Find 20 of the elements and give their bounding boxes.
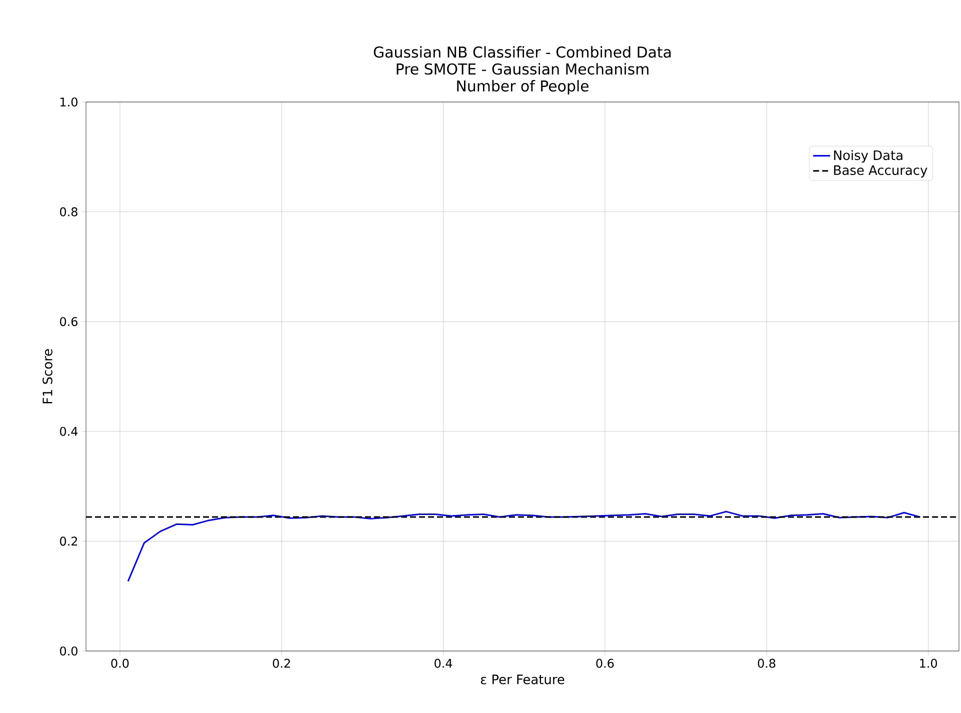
y-tick-label: 1.0 — [60, 97, 78, 107]
y-tick-label: 0.0 — [60, 646, 78, 656]
chart-subtitle: Pre SMOTE - Gaussian Mechanism — [396, 63, 648, 75]
y-tick-label: 0.6 — [60, 317, 78, 326]
x-tick-label: 1.0 — [920, 658, 938, 668]
y-axis-title: F1 Score — [42, 349, 52, 404]
y-tick-label: 0.8 — [60, 207, 78, 216]
legend-label: Noisy Data — [834, 150, 902, 163]
x-tick-label: 0.8 — [758, 658, 776, 668]
y-tick-label: 0.4 — [60, 426, 78, 436]
x-tick-label: 0.2 — [272, 658, 290, 668]
y-tick-label: 0.2 — [60, 536, 78, 546]
x-tick-label: 0.4 — [434, 658, 452, 668]
chart-title: Gaussian NB Classifier - Combined Data — [374, 46, 671, 58]
line-series — [127, 510, 921, 582]
x-tick-label: 0.6 — [596, 658, 614, 668]
x-axis-title: ε Per Feature — [480, 674, 564, 684]
text: Number of People — [457, 80, 589, 94]
x-tick-label: 0.0 — [111, 658, 129, 668]
legend-label: Base Accuracy — [834, 165, 928, 178]
